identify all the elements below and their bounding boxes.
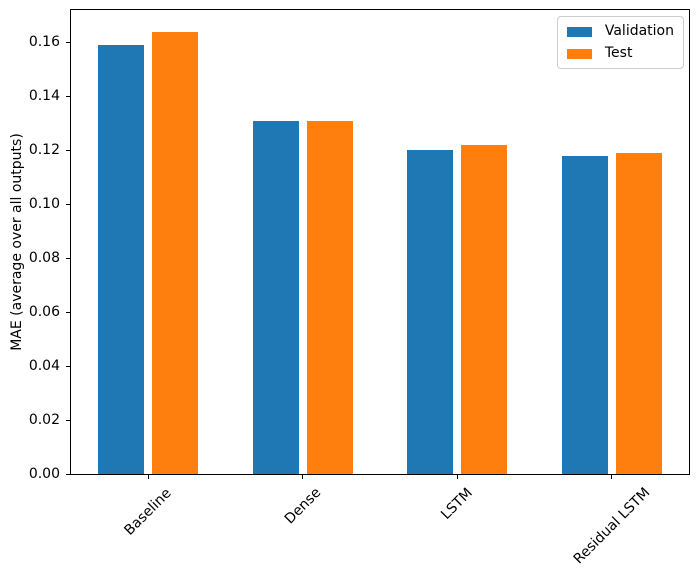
y-tick-mark bbox=[66, 257, 70, 259]
y-tick-mark bbox=[66, 41, 70, 43]
y-tick-mark bbox=[66, 419, 70, 421]
x-tick-mark bbox=[302, 475, 304, 479]
y-tick-label: 0.00 bbox=[28, 465, 60, 482]
y-tick-mark bbox=[66, 473, 70, 475]
x-tick-mark bbox=[456, 475, 458, 479]
y-tick-label: 0.02 bbox=[28, 411, 60, 428]
y-tick-label: 0.06 bbox=[28, 303, 60, 320]
bar-test-baseline bbox=[152, 31, 199, 474]
bar-test-residual-lstm bbox=[615, 152, 662, 474]
legend-label-test: Test bbox=[604, 45, 633, 61]
y-tick-label: 0.04 bbox=[28, 357, 60, 374]
x-tick-mark bbox=[611, 475, 613, 479]
y-tick-mark bbox=[66, 365, 70, 367]
bar-validation-lstm bbox=[407, 150, 454, 474]
bar-validation-baseline bbox=[98, 45, 145, 474]
legend-item-validation: Validation bbox=[566, 23, 674, 39]
x-tick-label-residual-lstm: Residual LSTM bbox=[570, 485, 654, 568]
x-tick-label-dense: Dense bbox=[281, 484, 325, 528]
bar-test-dense bbox=[306, 120, 353, 474]
bar-test-lstm bbox=[461, 144, 508, 474]
x-tick-label-baseline: Baseline bbox=[121, 484, 175, 539]
x-tick-mark bbox=[147, 475, 149, 479]
y-tick-mark bbox=[66, 95, 70, 97]
legend-swatch-validation bbox=[566, 26, 592, 37]
bar-validation-residual-lstm bbox=[561, 155, 608, 474]
bar-validation-dense bbox=[252, 120, 299, 474]
x-tick-label-lstm: LSTM bbox=[438, 484, 477, 523]
y-tick-label: 0.10 bbox=[28, 195, 60, 212]
plot-area bbox=[70, 9, 690, 475]
y-tick-label: 0.14 bbox=[28, 87, 60, 104]
legend: Validation Test bbox=[556, 16, 684, 69]
legend-label-validation: Validation bbox=[604, 23, 674, 39]
legend-item-test: Test bbox=[566, 45, 674, 61]
y-tick-label: 0.16 bbox=[28, 33, 60, 50]
y-tick-mark bbox=[66, 311, 70, 313]
legend-swatch-test bbox=[566, 48, 592, 59]
y-tick-label: 0.12 bbox=[28, 141, 60, 158]
y-tick-label: 0.08 bbox=[28, 249, 60, 266]
y-tick-mark bbox=[66, 203, 70, 205]
y-tick-mark bbox=[66, 149, 70, 151]
